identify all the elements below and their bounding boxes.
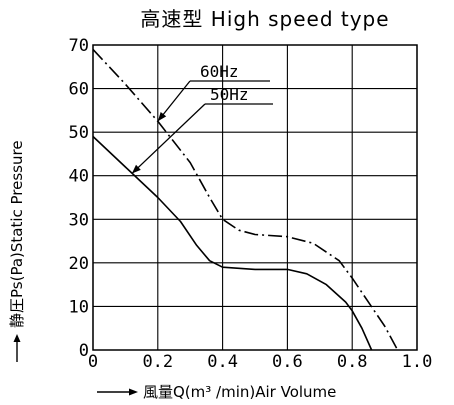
legend-leader-50hz bbox=[131, 103, 206, 175]
x-tick-label: 0.4 bbox=[207, 352, 238, 372]
series-line-60hz bbox=[92, 48, 399, 351]
y-tick-label: 50 bbox=[69, 123, 89, 143]
tick-labels: 0 0.2 0.4 0.6 0.8 1.0 0 10 20 30 40 50 60 70 bbox=[69, 36, 433, 372]
plot-frame bbox=[92, 44, 418, 351]
series-layer bbox=[92, 48, 399, 351]
legend-arrowhead-icon bbox=[131, 164, 141, 174]
legend-label-50hz: 50Hz bbox=[210, 85, 249, 104]
y-axis-label: 静圧Ps(Pa)Static Pressure bbox=[8, 140, 26, 328]
x-axis-label-group: 風量Q(m³ /min)Air Volume bbox=[97, 383, 336, 401]
grid bbox=[92, 44, 418, 351]
y-tick-label: 70 bbox=[69, 36, 89, 56]
y-tick-label: 20 bbox=[69, 254, 89, 274]
y-tick-label: 10 bbox=[69, 297, 89, 317]
legend-arrowhead-icon bbox=[157, 112, 167, 122]
y-tick-label: 60 bbox=[69, 80, 89, 100]
x-axis-arrowhead-icon bbox=[129, 388, 138, 396]
x-tick-label: 0.6 bbox=[272, 352, 303, 372]
y-tick-label: 0 bbox=[79, 341, 89, 361]
x-tick-label: 0.2 bbox=[142, 352, 173, 372]
y-axis-arrowhead-icon bbox=[13, 334, 21, 342]
y-axis-label-group: 静圧Ps(Pa)Static Pressure bbox=[8, 140, 26, 362]
x-tick-label: 1.0 bbox=[402, 352, 433, 372]
chart-title: 高速型 High speed type bbox=[140, 7, 389, 31]
x-tick-label: 0 bbox=[88, 352, 98, 372]
legend: 60Hz 50Hz bbox=[131, 62, 273, 175]
x-tick-label: 0.8 bbox=[337, 352, 368, 372]
series-line-50hz bbox=[92, 135, 373, 351]
y-tick-label: 40 bbox=[69, 167, 89, 187]
x-axis-label: 風量Q(m³ /min)Air Volume bbox=[143, 383, 336, 401]
legend-label-60hz: 60Hz bbox=[200, 62, 239, 81]
y-tick-label: 30 bbox=[69, 210, 89, 230]
